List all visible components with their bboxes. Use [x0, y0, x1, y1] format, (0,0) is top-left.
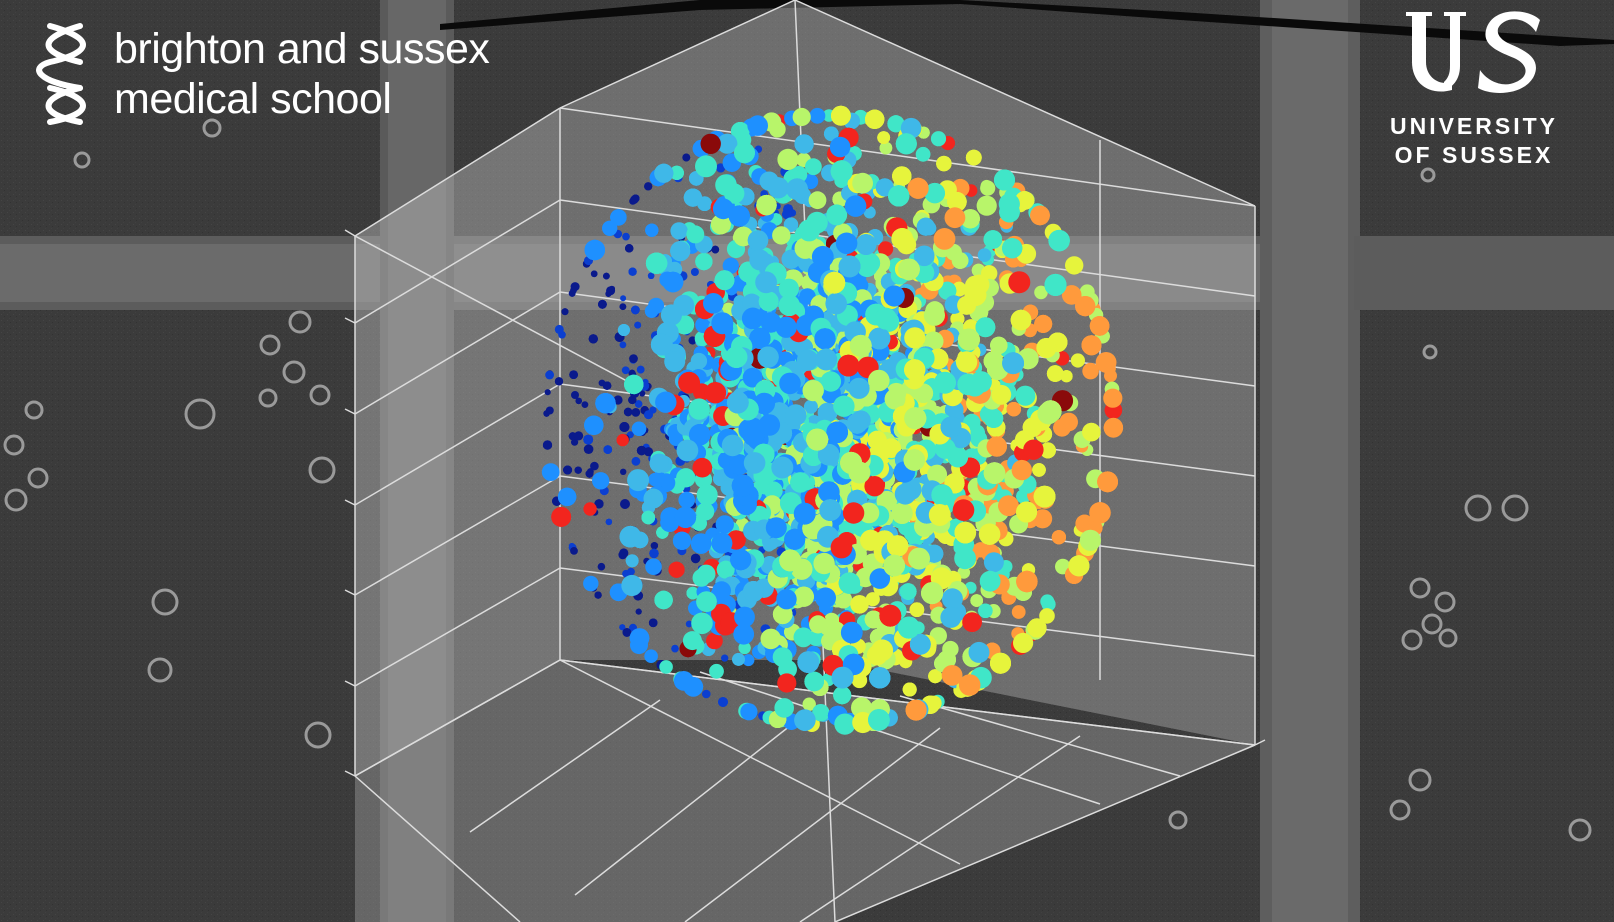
uos-line-1: UNIVERSITY — [1389, 113, 1559, 139]
university-of-sussex-logo: UNIVERSITY OF SUSSEX — [1374, 6, 1574, 176]
university-of-sussex-name: UNIVERSITY OF SUSSEX — [1374, 112, 1574, 170]
bsms-line-2: medical school — [114, 75, 392, 123]
bsms-line-1: brighton and sussex — [114, 25, 490, 73]
uos-line-2: OF SUSSEX — [1394, 142, 1554, 168]
helix-icon — [36, 23, 86, 125]
bsms-logo: brighton and sussex medical school — [30, 22, 550, 132]
us-monogram-icon — [1406, 11, 1540, 93]
bsms-name: brighton and sussex medical school — [114, 24, 490, 124]
